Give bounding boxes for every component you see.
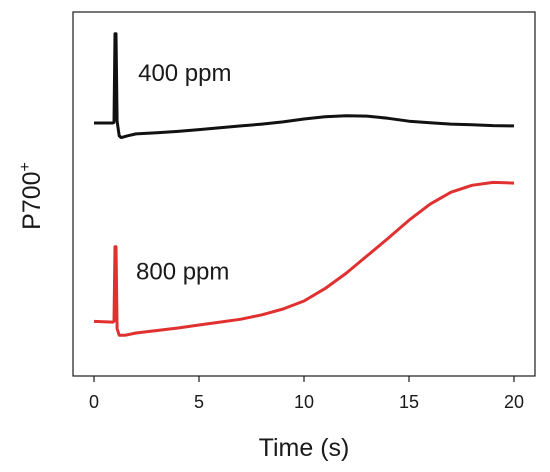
series-group <box>93 32 515 337</box>
series-annotation-1: 400 ppm <box>138 60 231 87</box>
y-axis-title-main: P700 <box>18 171 46 229</box>
x-tick-label: 20 <box>504 392 524 412</box>
y-axis-title-superscript: + <box>17 162 34 171</box>
series-annotation-2: 800 ppm <box>136 259 229 286</box>
y-axis-title: P700+ <box>17 162 46 230</box>
x-tick-label: 0 <box>89 392 99 412</box>
x-axis-title: Time (s) <box>259 434 350 462</box>
x-axis-ticks: 0 5 10 15 20 <box>89 376 524 412</box>
annotation-group: 400 ppm 800 ppm <box>136 60 232 285</box>
x-tick-label: 5 <box>194 392 204 412</box>
x-tick-label: 15 <box>399 392 419 412</box>
x-tick-label: 10 <box>294 392 314 412</box>
series-line-2 <box>93 180 515 337</box>
series-line-1 <box>94 32 515 140</box>
